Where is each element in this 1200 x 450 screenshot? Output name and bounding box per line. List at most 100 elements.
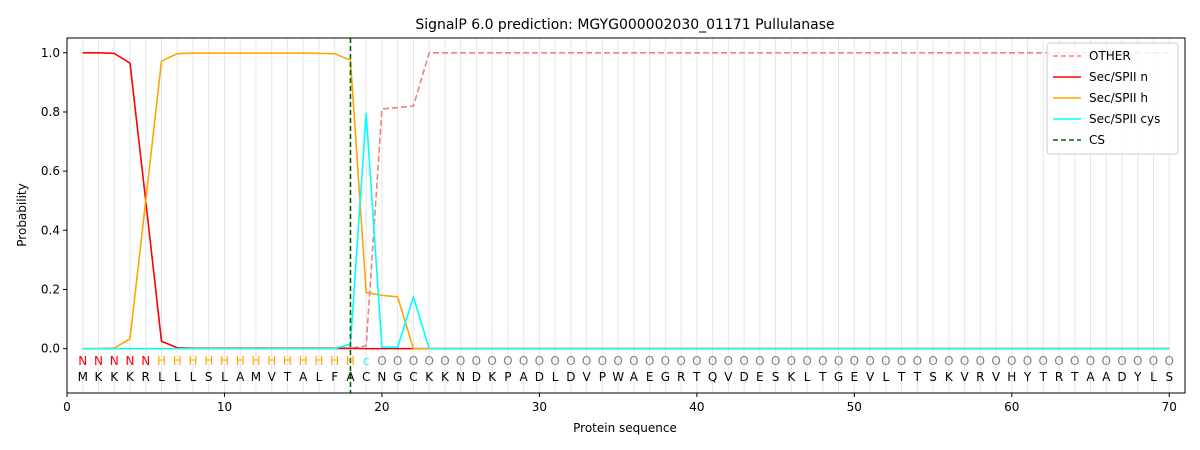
residue-label: T <box>818 370 827 384</box>
region-label: H <box>204 354 213 368</box>
region-label: O <box>724 354 733 368</box>
region-label: N <box>78 354 87 368</box>
region-label: O <box>881 354 890 368</box>
region-label: H <box>188 354 197 368</box>
region-label: O <box>661 354 670 368</box>
region-label: O <box>472 354 481 368</box>
residue-label: V <box>583 370 592 384</box>
residue-label: L <box>1150 370 1157 384</box>
residue-label: T <box>692 370 701 384</box>
y-tick-label: 0.8 <box>41 105 60 119</box>
residue-label: L <box>158 370 165 384</box>
region-label: O <box>456 354 465 368</box>
residue-label: V <box>268 370 277 384</box>
region-label: O <box>897 354 906 368</box>
residue-label: D <box>472 370 481 384</box>
region-label: H <box>220 354 229 368</box>
residue-label: Y <box>1133 370 1142 384</box>
residue-label: K <box>488 370 497 384</box>
residue-label: T <box>1070 370 1079 384</box>
residue-label: T <box>913 370 922 384</box>
region-label: O <box>440 354 449 368</box>
residue-label: A <box>346 370 355 384</box>
region-label: O <box>944 354 953 368</box>
residue-label: D <box>566 370 575 384</box>
residue-label: T <box>1039 370 1048 384</box>
x-tick-label: 60 <box>1004 400 1019 414</box>
region-label: O <box>1070 354 1079 368</box>
residue-label: A <box>236 370 245 384</box>
residue-label: V <box>960 370 969 384</box>
residue-label: E <box>756 370 764 384</box>
region-label: O <box>1039 354 1048 368</box>
region-label: O <box>424 354 433 368</box>
residue-label: L <box>174 370 181 384</box>
residue-label: T <box>283 370 292 384</box>
residue-label: A <box>1102 370 1111 384</box>
region-label: O <box>708 354 717 368</box>
x-axis-label: Protein sequence <box>573 421 677 435</box>
region-label: O <box>598 354 607 368</box>
series-lines <box>82 51 1170 350</box>
region-label: O <box>692 354 701 368</box>
grid-lines <box>82 38 1170 393</box>
residue-label: V <box>866 370 875 384</box>
residue-label: F <box>331 370 338 384</box>
residue-label: S <box>205 370 213 384</box>
region-label: O <box>1149 354 1158 368</box>
region-label: O <box>1023 354 1032 368</box>
residue-label: R <box>1055 370 1063 384</box>
residue-label: L <box>221 370 228 384</box>
series-line-sec-spii-cys <box>82 112 1170 350</box>
residue-label: C <box>409 370 417 384</box>
residue-label: W <box>612 370 624 384</box>
region-label: H <box>236 354 245 368</box>
legend-box <box>1046 42 1179 155</box>
residue-label: A <box>299 370 308 384</box>
residue-label: N <box>456 370 465 384</box>
y-tick-label: 0.4 <box>41 223 60 237</box>
region-label: O <box>582 354 591 368</box>
legend-label: OTHER <box>1089 49 1131 63</box>
region-label: O <box>1054 354 1063 368</box>
region-label: c <box>363 354 370 368</box>
residue-label: R <box>976 370 984 384</box>
residue-label: C <box>362 370 370 384</box>
residue-label: K <box>110 370 119 384</box>
residue-label: E <box>851 370 859 384</box>
residue-label: G <box>834 370 843 384</box>
legend-label: Sec/SPII n <box>1089 70 1148 84</box>
region-label: O <box>645 354 654 368</box>
x-tick-label: 20 <box>374 400 389 414</box>
residue-label: L <box>804 370 811 384</box>
residue-label: R <box>677 370 685 384</box>
residue-label: L <box>316 370 323 384</box>
region-label: O <box>802 354 811 368</box>
region-label: O <box>550 354 559 368</box>
region-label: O <box>676 354 685 368</box>
region-label: O <box>487 354 496 368</box>
residue-label: R <box>142 370 150 384</box>
residue-label: H <box>1007 370 1016 384</box>
y-tick-label: 1.0 <box>41 46 60 60</box>
region-label: N <box>125 354 134 368</box>
residue-label: A <box>520 370 529 384</box>
region-label: O <box>771 354 780 368</box>
residue-label: M <box>251 370 261 384</box>
residue-label: Q <box>708 370 717 384</box>
y-axis-label: Probability <box>15 183 29 246</box>
residue-label: S <box>1165 370 1173 384</box>
residue-label: L <box>552 370 559 384</box>
residue-label: K <box>787 370 796 384</box>
region-label: O <box>755 354 764 368</box>
region-label: O <box>928 354 937 368</box>
region-label: H <box>299 354 308 368</box>
region-label: O <box>377 354 386 368</box>
region-label: O <box>913 354 922 368</box>
region-label: O <box>613 354 622 368</box>
region-label: H <box>346 354 355 368</box>
residue-label: N <box>377 370 386 384</box>
residue-label: P <box>504 370 511 384</box>
residue-label: D <box>739 370 748 384</box>
